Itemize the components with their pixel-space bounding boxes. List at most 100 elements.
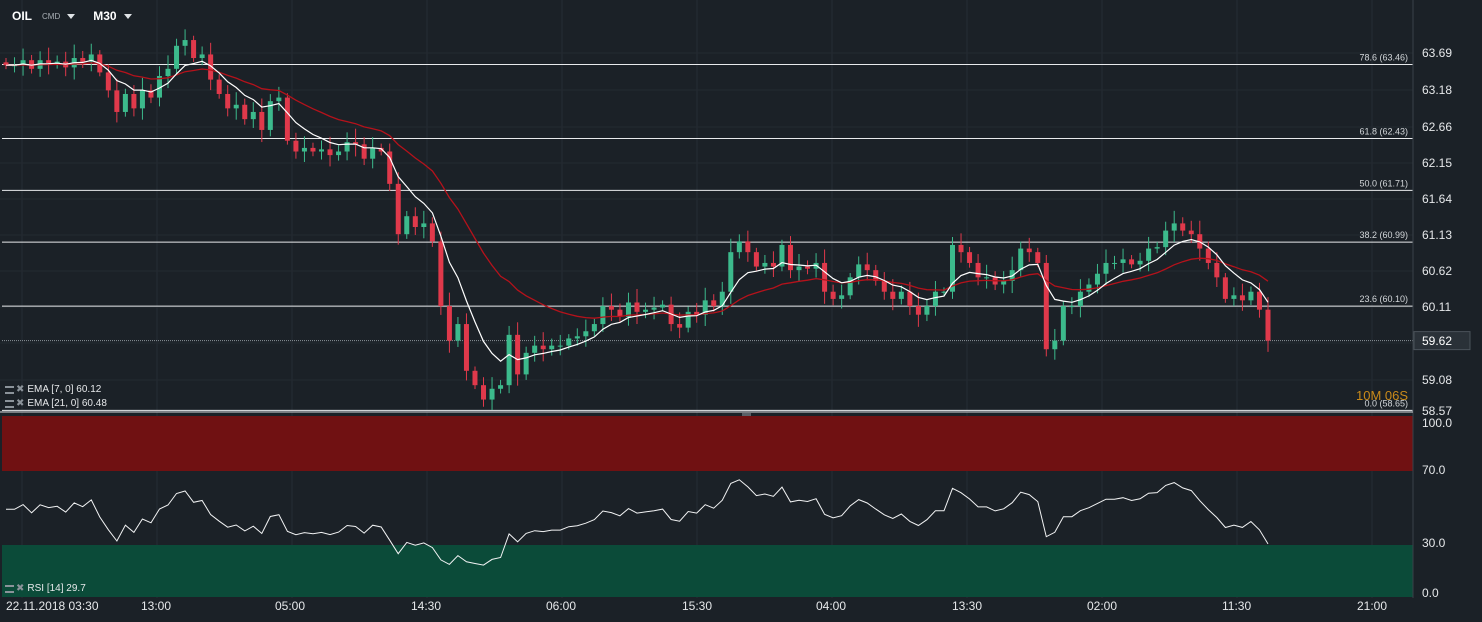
- candle[interactable]: [54, 55, 60, 69]
- candle[interactable]: [515, 322, 521, 386]
- candle[interactable]: [353, 128, 359, 157]
- candle[interactable]: [984, 264, 990, 289]
- candle[interactable]: [950, 236, 955, 299]
- candle[interactable]: [736, 234, 742, 259]
- candle[interactable]: [506, 325, 512, 394]
- candle[interactable]: [301, 136, 307, 162]
- candle[interactable]: [88, 43, 94, 72]
- candle[interactable]: [1197, 220, 1203, 261]
- candle[interactable]: [1035, 247, 1041, 267]
- candle[interactable]: [446, 292, 452, 353]
- candle[interactable]: [1163, 221, 1169, 256]
- candle[interactable]: [199, 46, 205, 66]
- candle[interactable]: [284, 93, 290, 145]
- candle[interactable]: [327, 136, 333, 167]
- candle[interactable]: [574, 328, 580, 346]
- candle[interactable]: [1214, 252, 1220, 287]
- candle[interactable]: [293, 132, 299, 159]
- candle[interactable]: [1112, 255, 1118, 270]
- close-icon[interactable]: ✖: [16, 398, 25, 409]
- candle[interactable]: [745, 230, 751, 262]
- settings-icon[interactable]: [5, 385, 14, 394]
- candle[interactable]: [1180, 217, 1186, 237]
- candle[interactable]: [787, 236, 793, 279]
- candle[interactable]: [1052, 328, 1058, 360]
- settings-icon[interactable]: [5, 399, 14, 408]
- candle[interactable]: [1205, 241, 1211, 270]
- candle[interactable]: [881, 272, 887, 300]
- candle[interactable]: [898, 285, 904, 305]
- candle[interactable]: [233, 92, 239, 120]
- close-icon[interactable]: ✖: [16, 583, 25, 594]
- candle[interactable]: [753, 247, 759, 271]
- candle[interactable]: [463, 313, 469, 381]
- candle[interactable]: [1154, 241, 1160, 254]
- candle[interactable]: [770, 251, 776, 278]
- candle[interactable]: [1001, 271, 1007, 294]
- candle[interactable]: [336, 145, 342, 161]
- candle[interactable]: [873, 264, 879, 286]
- candle[interactable]: [319, 140, 324, 160]
- candle[interactable]: [498, 379, 504, 394]
- candle[interactable]: [600, 297, 606, 333]
- candle[interactable]: [71, 44, 77, 80]
- candle[interactable]: [719, 281, 725, 315]
- candle[interactable]: [1018, 241, 1024, 277]
- candle[interactable]: [1026, 237, 1032, 262]
- indicator-ema21[interactable]: ✖ EMA [21, 0] 60.48: [5, 398, 107, 409]
- candle[interactable]: [139, 77, 145, 120]
- candle[interactable]: [29, 54, 35, 74]
- candle[interactable]: [685, 306, 691, 333]
- candle[interactable]: [182, 29, 188, 56]
- candle[interactable]: [395, 172, 401, 245]
- candle[interactable]: [1120, 248, 1126, 273]
- candle[interactable]: [847, 273, 853, 300]
- candle[interactable]: [762, 254, 768, 274]
- candle[interactable]: [404, 210, 410, 239]
- candle[interactable]: [387, 143, 393, 192]
- candle[interactable]: [625, 292, 631, 326]
- candle[interactable]: [250, 102, 256, 128]
- candle[interactable]: [1171, 210, 1177, 242]
- candle[interactable]: [1256, 282, 1262, 318]
- candle[interactable]: [156, 66, 162, 107]
- candle[interactable]: [822, 249, 828, 304]
- candle[interactable]: [1069, 297, 1075, 315]
- candle[interactable]: [259, 98, 265, 143]
- pane-resize-handle[interactable]: [742, 413, 751, 416]
- candle[interactable]: [3, 58, 9, 70]
- candle[interactable]: [1077, 279, 1083, 318]
- candle[interactable]: [1060, 300, 1066, 346]
- symbol-header[interactable]: OIL CMD M30: [12, 9, 132, 23]
- candle[interactable]: [907, 281, 913, 315]
- candle[interactable]: [1043, 254, 1049, 357]
- candle[interactable]: [370, 137, 376, 169]
- candle[interactable]: [839, 284, 845, 309]
- candle[interactable]: [617, 303, 623, 323]
- candle[interactable]: [489, 377, 495, 411]
- candle[interactable]: [796, 253, 802, 282]
- candle[interactable]: [114, 78, 120, 123]
- candle[interactable]: [523, 346, 529, 380]
- candle[interactable]: [932, 280, 938, 316]
- candle[interactable]: [1239, 283, 1245, 311]
- candle[interactable]: [890, 279, 896, 311]
- candle[interactable]: [702, 287, 708, 327]
- candle[interactable]: [660, 300, 666, 312]
- candle[interactable]: [412, 207, 418, 235]
- candle[interactable]: [1129, 255, 1135, 269]
- candle[interactable]: [540, 332, 546, 362]
- candle[interactable]: [583, 319, 589, 347]
- candle[interactable]: [856, 256, 862, 285]
- symbol-dropdown-icon[interactable]: [67, 13, 76, 19]
- candle[interactable]: [1086, 278, 1092, 298]
- candle[interactable]: [1248, 286, 1254, 306]
- candle[interactable]: [805, 260, 811, 275]
- candle[interactable]: [549, 338, 555, 356]
- candle[interactable]: [651, 296, 657, 320]
- indicator-ema7[interactable]: ✖ EMA [7, 0] 60.12: [5, 384, 101, 395]
- candle[interactable]: [310, 142, 316, 157]
- candle[interactable]: [643, 302, 649, 319]
- candle[interactable]: [924, 299, 930, 322]
- candle[interactable]: [779, 239, 785, 272]
